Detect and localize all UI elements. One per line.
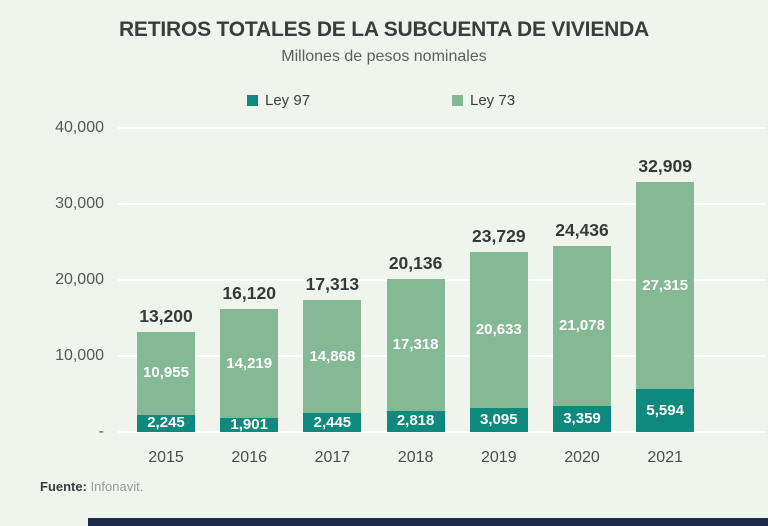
legend-item-ley73: Ley 73 [452, 91, 516, 109]
bar-value-ley73: 14,219 [226, 354, 273, 372]
bar-segment-ley97 [386, 410, 445, 432]
bar-value-ley97: 2,245 [147, 414, 185, 432]
bar-segment-ley73 [220, 309, 279, 418]
legend-label-ley97: Ley 97 [265, 91, 311, 109]
legend-label-ley73: Ley 73 [470, 91, 516, 109]
bar-segment-ley97 [469, 408, 528, 432]
x-axis-year-label: 2019 [481, 449, 517, 466]
bar-value-ley97: 2,445 [313, 413, 352, 431]
bar-value-ley73: 10,955 [143, 364, 189, 382]
bar-segment-ley73 [137, 331, 195, 415]
bar-total-label: 13,200 [139, 305, 193, 326]
bar-segment-ley73 [636, 181, 695, 390]
bar-total-label: 16,120 [222, 283, 276, 304]
bar-value-ley73: 27,315 [642, 276, 689, 294]
source-value: Infonavit. [86, 479, 144, 494]
bar-total-label: 20,136 [388, 252, 443, 273]
bar-value-ley73: 17,318 [392, 335, 439, 353]
y-axis-tick-label: 20,000 [55, 271, 104, 288]
bar-segment-ley97 [303, 413, 362, 432]
gridline [118, 203, 766, 205]
bar-value-ley97: 3,095 [480, 411, 518, 429]
x-axis-year-label: 2018 [397, 449, 434, 466]
gridline [118, 431, 766, 433]
bar-segment-ley73 [386, 278, 445, 411]
gridline [118, 127, 766, 129]
bar-segment-ley73 [469, 251, 528, 409]
bar-total-label: 23,729 [472, 225, 526, 246]
bar-value-ley97: 3,359 [563, 410, 601, 428]
legend-swatch-ley73-icon [452, 94, 463, 106]
bar-total-label: 24,436 [555, 220, 609, 241]
chart-title: RETIROS TOTALES DE LA SUBCUENTA DE VIVIE… [118, 18, 650, 41]
y-axis-tick-label: 30,000 [55, 195, 104, 212]
x-axis-year-label: 2021 [647, 449, 683, 466]
bar-segment-ley97 [636, 389, 695, 432]
bar-total-label: 17,313 [305, 274, 360, 295]
x-axis-year-label: 2020 [564, 449, 600, 466]
chart-subtitle: Millones de pesos nominales [281, 48, 487, 65]
x-axis-year-label: 2017 [314, 449, 351, 466]
legend-item-ley97: Ley 97 [247, 91, 311, 109]
bar-total-label: 32,909 [638, 155, 692, 176]
y-axis-tick-label: - [98, 423, 104, 440]
source-label: Fuente: [40, 479, 87, 494]
bar-value-ley97: 2,818 [396, 412, 435, 430]
bar-segment-ley97 [137, 414, 195, 432]
bar-value-ley97: 1,901 [230, 415, 268, 433]
bar-segment-ley73 [303, 300, 362, 414]
bottom-accent-bar [88, 518, 768, 526]
source-note: Fuente: Infonavit. [40, 479, 143, 494]
bar-segment-ley97 [553, 406, 611, 432]
x-axis-year-label: 2016 [231, 449, 267, 466]
y-axis-tick-label: 40,000 [55, 119, 104, 136]
x-axis-year-label: 2015 [148, 449, 184, 466]
bar-value-ley97: 5,594 [646, 401, 684, 419]
y-axis-tick-label: 10,000 [55, 347, 104, 364]
bar-segment-ley97 [220, 417, 279, 432]
bar-value-ley73: 21,078 [559, 317, 605, 335]
bar-segment-ley73 [553, 246, 611, 407]
legend-swatch-ley97-icon [247, 94, 258, 106]
bar-value-ley73: 14,868 [309, 347, 356, 365]
bar-value-ley73: 20,633 [475, 321, 522, 339]
